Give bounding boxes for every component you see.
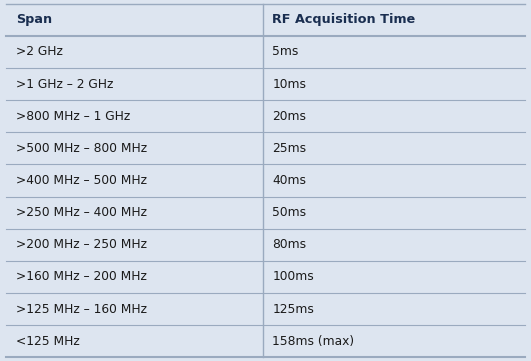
Text: RF Acquisition Time: RF Acquisition Time	[272, 13, 416, 26]
Text: >500 MHz – 800 MHz: >500 MHz – 800 MHz	[16, 142, 147, 155]
Text: >800 MHz – 1 GHz: >800 MHz – 1 GHz	[16, 110, 130, 123]
Text: 5ms: 5ms	[272, 45, 299, 58]
Text: >2 GHz: >2 GHz	[16, 45, 63, 58]
Text: 125ms: 125ms	[272, 303, 314, 316]
Text: 50ms: 50ms	[272, 206, 306, 219]
Text: 158ms (max): 158ms (max)	[272, 335, 355, 348]
Text: Span: Span	[16, 13, 52, 26]
Text: >400 MHz – 500 MHz: >400 MHz – 500 MHz	[16, 174, 147, 187]
Text: >1 GHz – 2 GHz: >1 GHz – 2 GHz	[16, 78, 113, 91]
Text: 80ms: 80ms	[272, 238, 306, 251]
Text: >200 MHz – 250 MHz: >200 MHz – 250 MHz	[16, 238, 147, 251]
Text: 100ms: 100ms	[272, 270, 314, 283]
Text: 25ms: 25ms	[272, 142, 306, 155]
Text: >160 MHz – 200 MHz: >160 MHz – 200 MHz	[16, 270, 147, 283]
Text: 10ms: 10ms	[272, 78, 306, 91]
Text: >250 MHz – 400 MHz: >250 MHz – 400 MHz	[16, 206, 147, 219]
Text: >125 MHz – 160 MHz: >125 MHz – 160 MHz	[16, 303, 147, 316]
Text: 40ms: 40ms	[272, 174, 306, 187]
Text: 20ms: 20ms	[272, 110, 306, 123]
Text: <125 MHz: <125 MHz	[16, 335, 80, 348]
